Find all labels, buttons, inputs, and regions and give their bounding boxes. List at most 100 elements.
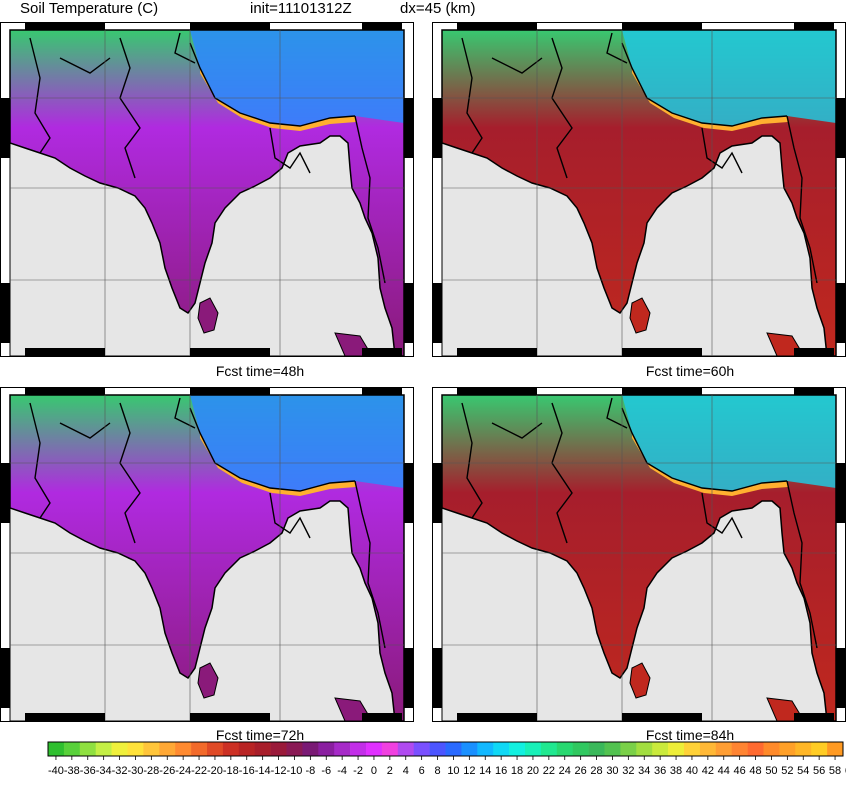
colorbar-label: 40 (686, 765, 698, 777)
country-border (461, 402, 483, 519)
colorbar-swatch (652, 742, 669, 756)
frame-marker (404, 463, 414, 523)
colorbar-label: -36 (80, 765, 96, 777)
colorbar-label: -6 (321, 765, 331, 777)
colorbar-swatch (636, 742, 653, 756)
colorbar-label: -38 (64, 765, 80, 777)
colorbar-swatch (318, 742, 335, 756)
colorbar-label: 8 (434, 765, 440, 777)
field-name: Soil Temperature (C) (20, 0, 159, 17)
frame-marker (404, 648, 414, 708)
forecast-time-label: Fcst time=48h (215, 363, 305, 379)
colorbar-swatch (238, 742, 255, 756)
frame-marker (404, 98, 414, 158)
colorbar-label: -16 (239, 765, 255, 777)
frame-marker (362, 387, 402, 395)
coastline (9, 394, 405, 722)
sri-lanka (629, 662, 651, 699)
colorbar-label: -8 (305, 765, 315, 777)
country-border (59, 422, 111, 439)
colorbar-swatch (286, 742, 303, 756)
coastline (9, 29, 405, 357)
frame-marker (622, 348, 702, 356)
frame-marker (794, 22, 834, 30)
colorbar-label: 6 (419, 765, 425, 777)
colorbar-swatch (207, 742, 224, 756)
sri-lanka (197, 662, 219, 699)
frame-marker (25, 713, 105, 721)
country-border (189, 407, 356, 492)
country-border (461, 37, 483, 154)
colorbar-swatch (747, 742, 764, 756)
colorbar-label: 16 (495, 765, 507, 777)
colorbar-label: 26 (575, 765, 587, 777)
country-border (119, 37, 141, 179)
frame-marker (836, 283, 846, 343)
map-panel-84h (432, 383, 846, 723)
himalaya-transition-band (200, 68, 356, 131)
grid-spacing: dx=45 (km) (400, 0, 476, 17)
colorbar-swatch (715, 742, 732, 756)
colorbar-swatch (811, 742, 828, 756)
colorbar-label: 22 (543, 765, 555, 777)
colorbar-swatch (588, 742, 605, 756)
panel-frame (0, 387, 414, 722)
frame-marker (190, 713, 270, 721)
colorbar-swatch (302, 742, 319, 756)
frame-marker (432, 98, 442, 158)
frame-marker (432, 283, 442, 343)
country-border (269, 492, 311, 539)
frame-marker (836, 98, 846, 158)
plateau-cold-region (190, 30, 404, 126)
frame-marker (190, 348, 270, 356)
frame-marker (190, 22, 270, 30)
sri-lanka (197, 297, 219, 334)
colorbar-label: -14 (255, 765, 271, 777)
frame-marker (836, 648, 846, 708)
colorbar-label: 12 (463, 765, 475, 777)
country-border (174, 397, 196, 429)
colorbar-label: 42 (702, 765, 714, 777)
forecast-time-label: Fcst time=72h (215, 727, 305, 743)
colorbar-swatch (572, 742, 589, 756)
country-border (354, 480, 386, 649)
colorbar-swatch (397, 742, 414, 756)
country-border (786, 480, 818, 649)
frame-marker (794, 348, 834, 356)
himalaya-transition-band (632, 433, 788, 496)
colorbar-swatch (95, 742, 112, 756)
colorbar-label: 20 (527, 765, 539, 777)
country-border (621, 42, 788, 127)
frame-marker (457, 22, 537, 30)
colorbar-label: -32 (112, 765, 128, 777)
country-border (621, 407, 788, 492)
frame-marker (0, 648, 10, 708)
himalaya-transition-band (200, 433, 356, 496)
colorbar-swatch (684, 742, 701, 756)
colorbar-label: -28 (143, 765, 159, 777)
country-border (606, 32, 628, 64)
colorbar-label: 58 (829, 765, 841, 777)
country-border (701, 127, 743, 174)
colorbar-label: -24 (175, 765, 191, 777)
country-border (551, 37, 573, 179)
colorbar-label: 32 (622, 765, 634, 777)
colorbar-swatch (477, 742, 494, 756)
colorbar-swatch (795, 742, 812, 756)
frame-marker (0, 463, 10, 523)
frame-marker (25, 387, 105, 395)
country-border (786, 115, 818, 284)
country-border (491, 422, 543, 439)
colorbar-label: 38 (670, 765, 682, 777)
coastline (441, 29, 837, 357)
frame-marker (794, 387, 834, 395)
colorbar-label: 30 (606, 765, 618, 777)
frame-marker (362, 713, 402, 721)
frame-marker (404, 283, 414, 343)
country-border (59, 57, 111, 74)
colorbar-swatch (413, 742, 430, 756)
init-time: init=11101312Z (250, 0, 352, 17)
colorbar-label: -22 (191, 765, 207, 777)
colorbar-label: 24 (559, 765, 571, 777)
colorbar-swatch (620, 742, 637, 756)
